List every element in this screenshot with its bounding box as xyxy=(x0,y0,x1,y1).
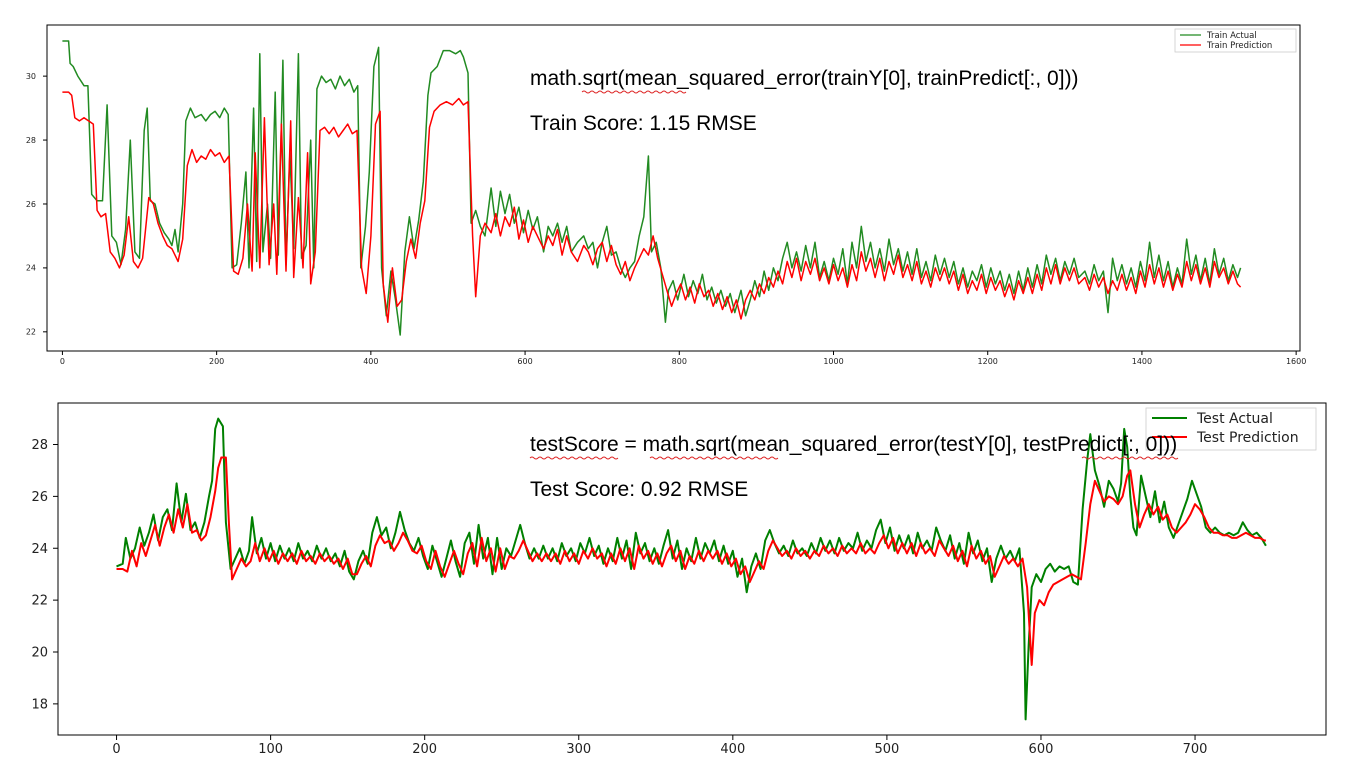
test-y-tick-label: 28 xyxy=(31,438,48,453)
test-chart: 18 20 22 24 26 28 0 100 200 300 400 500 600 700 Test… xyxy=(31,402,1327,757)
train-x-tick-label: 1000 xyxy=(823,357,843,366)
train-chart: 22 24 26 28 30 0 200 400 600 800 1000 1200 1400 1600… xyxy=(26,24,1306,366)
test-y-tick-label: 20 xyxy=(31,646,48,661)
train-x-tick-label: 200 xyxy=(209,357,224,366)
test-legend-prediction-label: Test Prediction xyxy=(1196,430,1299,446)
test-plot-frame xyxy=(57,402,1327,736)
train-x-tick-label: 400 xyxy=(363,357,378,366)
test-y-tick-label: 26 xyxy=(31,490,48,505)
train-y-tick-label: 30 xyxy=(26,72,36,81)
train-legend-box xyxy=(1174,28,1297,53)
train-legend: Train Actual Train Prediction xyxy=(1174,28,1297,53)
test-y-tick-label: 22 xyxy=(31,594,48,609)
test-y-axis: 18 20 22 24 26 28 xyxy=(31,438,58,712)
test-legend-actual-label: Test Actual xyxy=(1196,411,1273,427)
train-y-axis: 22 24 26 28 30 xyxy=(26,72,47,337)
train-series-lines xyxy=(62,40,1242,336)
test-x-tick-label: 300 xyxy=(566,742,591,757)
train-series-prediction-line xyxy=(62,91,1242,323)
train-series-actual-line xyxy=(62,40,1242,336)
train-y-tick-label: 24 xyxy=(26,264,36,273)
test-x-tick-label: 600 xyxy=(1029,742,1054,757)
test-x-tick-label: 700 xyxy=(1183,742,1208,757)
test-formula-spellcheck-underline-2 xyxy=(649,456,779,460)
train-legend-actual-label: Train Actual xyxy=(1206,31,1257,41)
test-x-tick-label: 0 xyxy=(112,742,120,757)
train-y-tick-label: 28 xyxy=(26,136,36,145)
test-score-label: Test Score: 0.92 RMSE xyxy=(530,478,748,501)
test-series-lines xyxy=(116,417,1267,721)
test-x-tick-label: 500 xyxy=(874,742,899,757)
test-y-tick-label: 24 xyxy=(31,542,48,557)
test-x-tick-label: 100 xyxy=(258,742,283,757)
test-rmse-formula: testScore = math.sqrt(mean_squared_error… xyxy=(530,433,1177,456)
test-x-tick-label: 200 xyxy=(412,742,437,757)
test-x-axis: 0 100 200 300 400 500 600 700 xyxy=(112,735,1207,757)
train-x-tick-label: 600 xyxy=(517,357,532,366)
train-x-tick-label: 800 xyxy=(672,357,687,366)
test-y-tick-label: 18 xyxy=(31,697,48,712)
test-legend: Test Actual Test Prediction xyxy=(1145,407,1317,451)
train-x-tick-label: 0 xyxy=(60,357,65,366)
train-score-label: Train Score: 1.15 RMSE xyxy=(530,112,757,135)
train-x-tick-label: 1200 xyxy=(978,357,998,366)
test-x-tick-label: 400 xyxy=(720,742,745,757)
test-series-prediction-line xyxy=(116,456,1266,666)
train-x-tick-label: 1400 xyxy=(1132,357,1152,366)
train-y-tick-label: 26 xyxy=(26,200,36,209)
test-formula-spellcheck-underline-3 xyxy=(1081,456,1179,460)
train-x-tick-label: 1600 xyxy=(1286,357,1306,366)
train-formula-spellcheck-underline xyxy=(581,90,687,94)
test-legend-box xyxy=(1145,407,1317,451)
train-legend-prediction-label: Train Prediction xyxy=(1206,41,1272,51)
test-formula-spellcheck-underline-1 xyxy=(529,456,619,460)
train-rmse-formula: math.sqrt(mean_squared_error(trainY[0], … xyxy=(530,67,1079,90)
train-x-axis: 0 200 400 600 800 1000 1200 1400 1600 xyxy=(60,351,1306,366)
train-y-tick-label: 22 xyxy=(26,328,36,337)
